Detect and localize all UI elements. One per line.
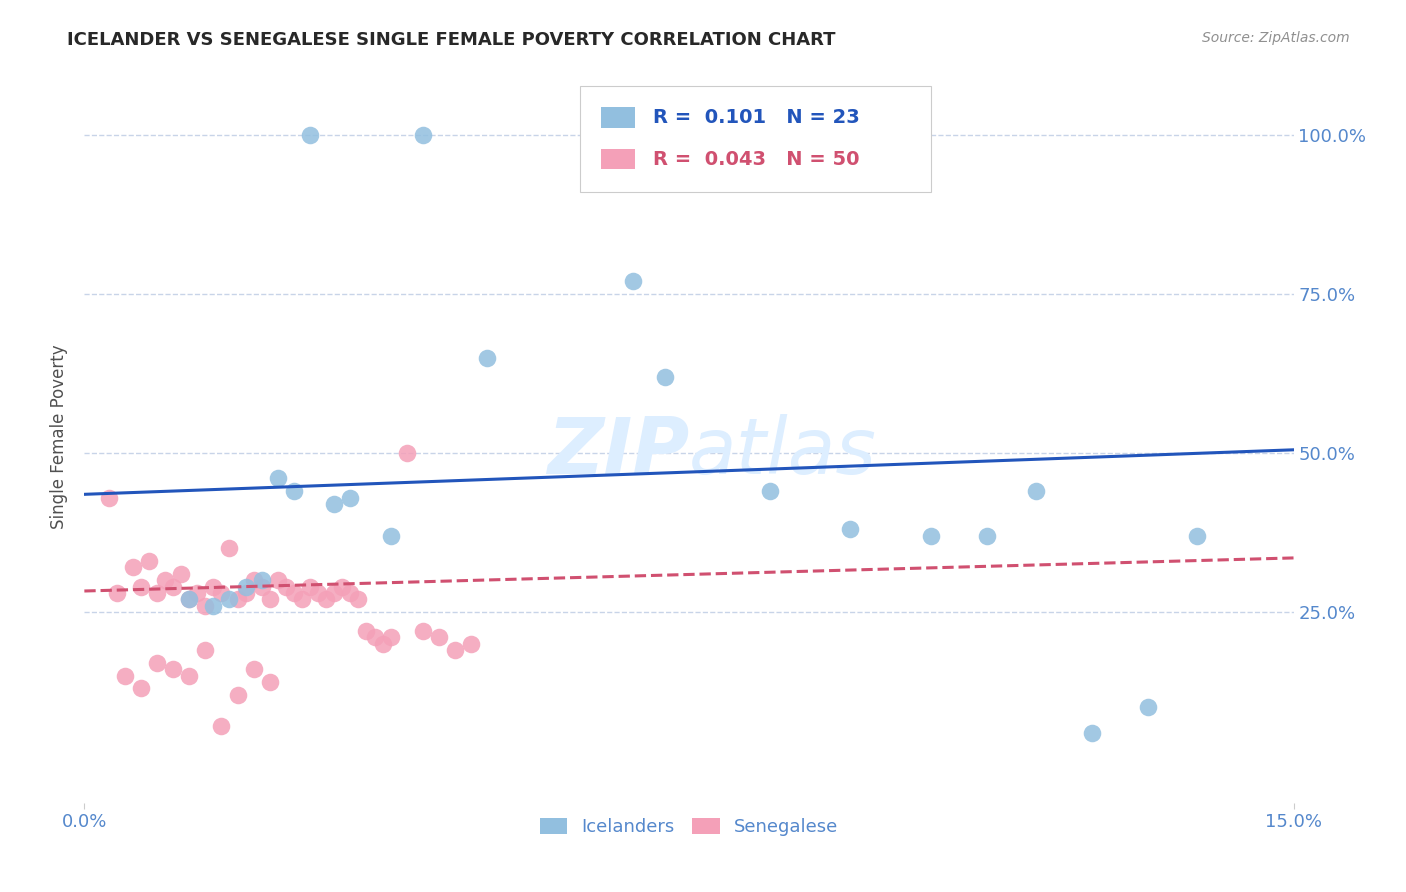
Point [218, 541, 240, 556]
Y-axis label: Single Female Poverty: Single Female Poverty [51, 345, 69, 529]
Point [179, 592, 201, 607]
Point [380, 529, 402, 543]
Point [412, 128, 434, 142]
Point [315, 592, 337, 607]
Point [226, 688, 249, 702]
Point [274, 580, 297, 594]
Point [226, 592, 249, 607]
Point [202, 580, 225, 594]
Point [129, 681, 152, 696]
Point [339, 586, 361, 600]
Point [235, 586, 257, 600]
Point [307, 586, 329, 600]
Point [395, 446, 418, 460]
Point [477, 351, 499, 365]
FancyBboxPatch shape [600, 107, 634, 128]
Point [339, 491, 361, 505]
Point [427, 631, 450, 645]
Point [371, 637, 394, 651]
Point [179, 592, 201, 607]
Point [194, 599, 217, 613]
Point [1081, 726, 1104, 740]
Point [209, 719, 232, 733]
FancyBboxPatch shape [581, 86, 931, 192]
Point [162, 662, 184, 676]
Point [363, 631, 385, 645]
Point [347, 592, 370, 607]
Point [259, 592, 281, 607]
Point [218, 592, 240, 607]
Point [299, 580, 322, 594]
Point [153, 573, 176, 587]
Point [758, 484, 780, 499]
Point [162, 580, 184, 594]
Point [1025, 484, 1047, 499]
Point [114, 668, 136, 682]
Point [839, 522, 862, 536]
Point [976, 529, 998, 543]
Point [1185, 529, 1208, 543]
Point [267, 471, 290, 485]
Point [97, 491, 120, 505]
Point [250, 573, 273, 587]
Point [460, 637, 482, 651]
Point [380, 631, 402, 645]
Point [323, 586, 346, 600]
Text: R =  0.043   N = 50: R = 0.043 N = 50 [652, 150, 859, 169]
Text: ZIP: ZIP [547, 414, 689, 490]
Text: Source: ZipAtlas.com: Source: ZipAtlas.com [1202, 31, 1350, 45]
Point [121, 560, 143, 574]
Point [179, 668, 201, 682]
Point [283, 586, 305, 600]
FancyBboxPatch shape [600, 149, 634, 169]
Point [283, 484, 305, 499]
Point [250, 580, 273, 594]
Point [105, 586, 128, 600]
Point [194, 643, 217, 657]
Point [267, 573, 290, 587]
Text: ICELANDER VS SENEGALESE SINGLE FEMALE POVERTY CORRELATION CHART: ICELANDER VS SENEGALESE SINGLE FEMALE PO… [67, 31, 837, 49]
Point [259, 675, 281, 690]
Point [444, 643, 467, 657]
Point [235, 580, 257, 594]
Point [412, 624, 434, 638]
Point [654, 369, 676, 384]
Point [242, 662, 264, 676]
Point [186, 586, 208, 600]
Point [242, 573, 264, 587]
Point [170, 566, 193, 581]
Point [146, 586, 169, 600]
Point [323, 497, 346, 511]
Point [209, 586, 232, 600]
Text: R =  0.101   N = 23: R = 0.101 N = 23 [652, 108, 859, 127]
Point [138, 554, 160, 568]
Point [920, 529, 942, 543]
Point [1137, 700, 1160, 714]
Point [356, 624, 378, 638]
Point [129, 580, 152, 594]
Point [291, 592, 314, 607]
Point [299, 128, 322, 142]
Point [330, 580, 353, 594]
Legend: Icelanders, Senegalese: Icelanders, Senegalese [530, 809, 848, 845]
Point [621, 274, 644, 288]
Point [146, 656, 169, 670]
Point [202, 599, 225, 613]
Text: atlas: atlas [689, 414, 877, 490]
